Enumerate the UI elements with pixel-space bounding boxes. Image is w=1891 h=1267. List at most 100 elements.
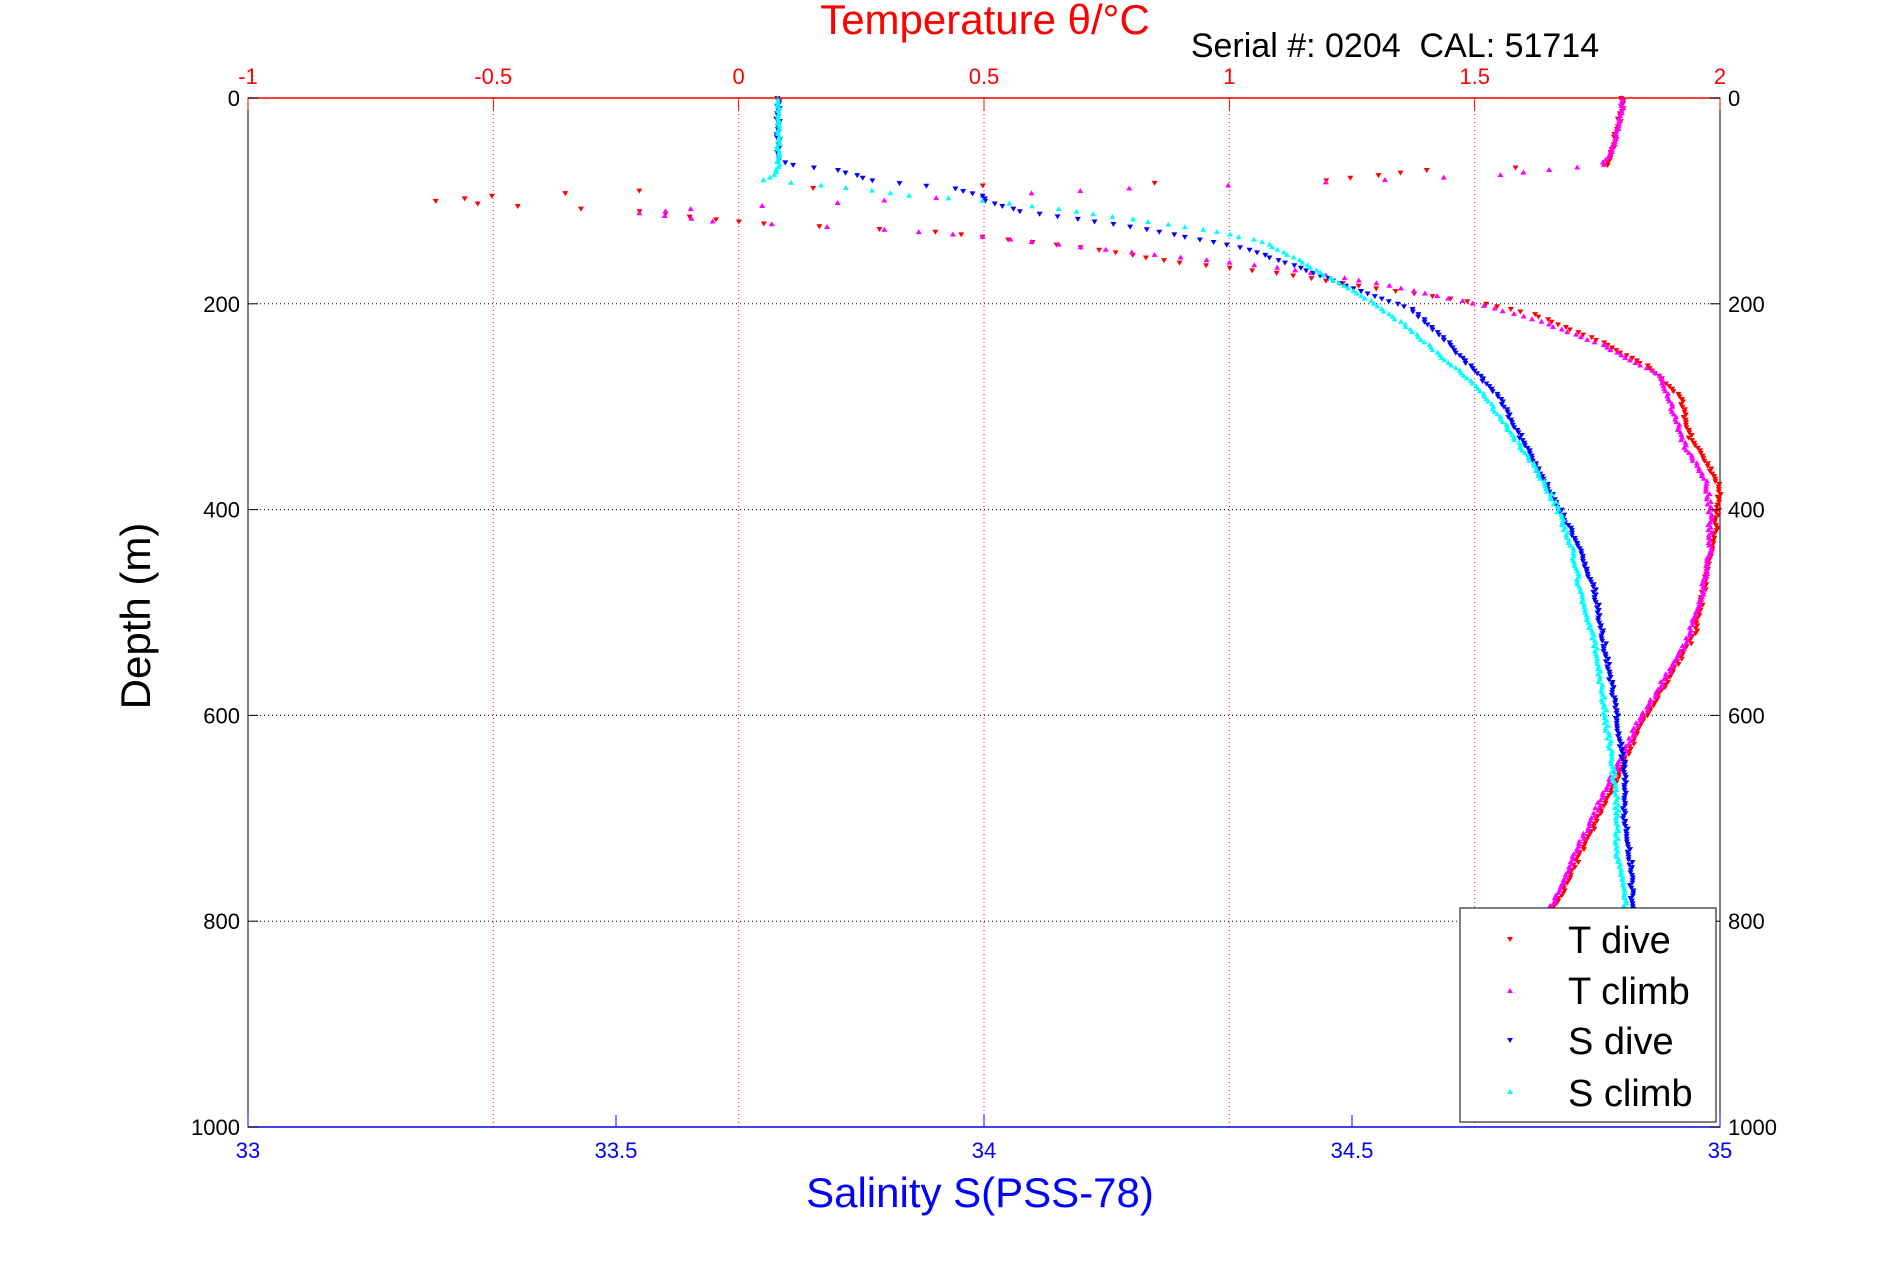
data-point (1667, 668, 1674, 674)
data-point (1621, 777, 1628, 783)
data-point (1550, 323, 1557, 329)
data-point (1612, 697, 1619, 703)
data-point (1573, 581, 1580, 587)
data-point (1558, 511, 1565, 517)
data-point (1599, 638, 1606, 644)
data-point (1603, 344, 1610, 350)
data-point (1590, 589, 1597, 595)
data-point (969, 191, 976, 197)
data-point (1145, 218, 1152, 224)
data-point (1691, 614, 1698, 620)
data-point (662, 208, 669, 214)
data-point (1457, 370, 1464, 376)
data-point (1282, 260, 1289, 266)
data-point (1601, 712, 1608, 718)
data-point (1604, 735, 1611, 741)
data-point (1601, 702, 1608, 708)
data-point (1686, 630, 1693, 636)
data-point (1614, 823, 1621, 829)
data-point (1225, 182, 1232, 188)
data-point (1714, 494, 1721, 500)
data-point (1594, 610, 1601, 616)
data-point (1707, 498, 1714, 504)
data-point (1552, 498, 1559, 504)
data-point (1609, 687, 1616, 693)
data-point (1090, 211, 1097, 217)
data-point (1434, 293, 1441, 299)
data-point (1575, 330, 1582, 336)
data-point (1683, 640, 1690, 646)
data-point (1077, 244, 1084, 250)
data-point (1511, 434, 1518, 440)
data-point (1619, 741, 1626, 747)
data-point (1368, 298, 1375, 304)
data-point (1469, 300, 1476, 306)
data-point (1629, 878, 1636, 884)
data-point (1590, 642, 1597, 648)
data-point (1613, 851, 1620, 857)
data-point (1327, 275, 1334, 281)
data-point (1509, 422, 1516, 428)
data-point (1588, 627, 1595, 633)
data-point (1555, 889, 1562, 895)
data-point (1621, 764, 1628, 770)
data-point (1602, 654, 1609, 660)
data-point (1446, 340, 1453, 346)
data-point (1530, 460, 1537, 466)
data-point (991, 201, 998, 207)
data-point (776, 149, 783, 155)
data-point (1077, 187, 1084, 193)
data-point (1706, 491, 1713, 497)
data-point (1036, 211, 1043, 217)
data-point (1594, 655, 1601, 661)
data-point (1608, 750, 1615, 756)
data-point (1613, 710, 1620, 716)
data-point (1596, 620, 1603, 626)
data-point (1330, 277, 1337, 283)
data-point (1697, 448, 1704, 454)
data-point (1578, 548, 1585, 554)
data-point (1259, 239, 1266, 245)
data-point (1581, 601, 1588, 607)
data-point (1600, 628, 1607, 634)
data-point (1594, 605, 1601, 611)
data-point (1708, 466, 1715, 472)
data-point (1646, 366, 1653, 372)
data-point (1555, 322, 1562, 328)
data-point (1618, 749, 1625, 755)
data-point (1491, 305, 1498, 311)
data-point (1617, 754, 1624, 760)
data-point (432, 198, 439, 204)
data-point (810, 186, 817, 192)
data-point (1615, 125, 1622, 131)
data-point (1621, 821, 1628, 827)
data-point (1380, 308, 1387, 314)
data-point (979, 233, 986, 239)
data-point (1694, 628, 1701, 634)
data-point (1611, 779, 1618, 785)
data-point (1547, 493, 1554, 499)
temperature-tick-label: -1 (238, 64, 258, 89)
data-point (1702, 486, 1709, 492)
salinity-tick-label: 33 (236, 1138, 260, 1163)
data-point (1686, 427, 1693, 433)
data-point (1612, 815, 1619, 821)
data-point (1590, 582, 1597, 588)
data-point (1600, 704, 1607, 710)
data-point (1608, 753, 1615, 759)
data-point (1603, 707, 1610, 713)
data-point (1601, 694, 1608, 700)
data-point (1605, 656, 1612, 662)
data-point (474, 201, 481, 207)
data-point (1570, 856, 1577, 862)
data-point (1639, 709, 1646, 715)
data-point (1480, 302, 1487, 308)
data-point (816, 224, 823, 230)
data-point (774, 128, 781, 134)
data-point (1606, 745, 1613, 751)
data-point (1705, 527, 1712, 533)
data-point (906, 192, 913, 198)
data-point (1102, 246, 1109, 252)
data-point (1613, 723, 1620, 729)
data-point (1526, 448, 1533, 454)
